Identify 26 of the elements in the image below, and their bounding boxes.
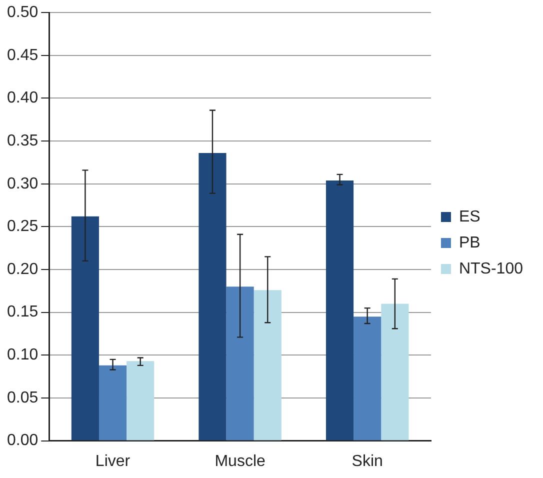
legend-label: ES [458,208,480,226]
y-tick-label: 0.15 [7,304,38,321]
bar [226,286,254,440]
y-tick-label: 0.50 [7,4,38,22]
bar [98,365,127,440]
bar [254,290,282,440]
y-tick-label: 0.45 [7,46,38,64]
bar [381,304,409,440]
bar [326,180,354,440]
bar [354,316,382,440]
x-tick-label: Liver [95,452,131,470]
x-tick-label: Muscle [214,452,266,470]
y-tick-label: 0.05 [7,389,38,406]
y-tick-label: 0.40 [7,90,38,107]
bar [71,216,99,440]
bar [198,153,226,440]
y-tick-label: 0.10 [7,346,38,364]
y-tick-label: 0.00 [7,432,38,450]
legend-label: PB [458,234,480,252]
y-tick-label: 0.25 [7,218,38,236]
x-tick-label: Skin [352,452,383,470]
bar [126,361,154,440]
y-tick-label: 0.20 [7,260,38,278]
y-tick-label: 0.30 [7,175,38,192]
y-tick-label: 0.35 [7,132,38,150]
legend-label: NTS-100 [458,260,524,278]
